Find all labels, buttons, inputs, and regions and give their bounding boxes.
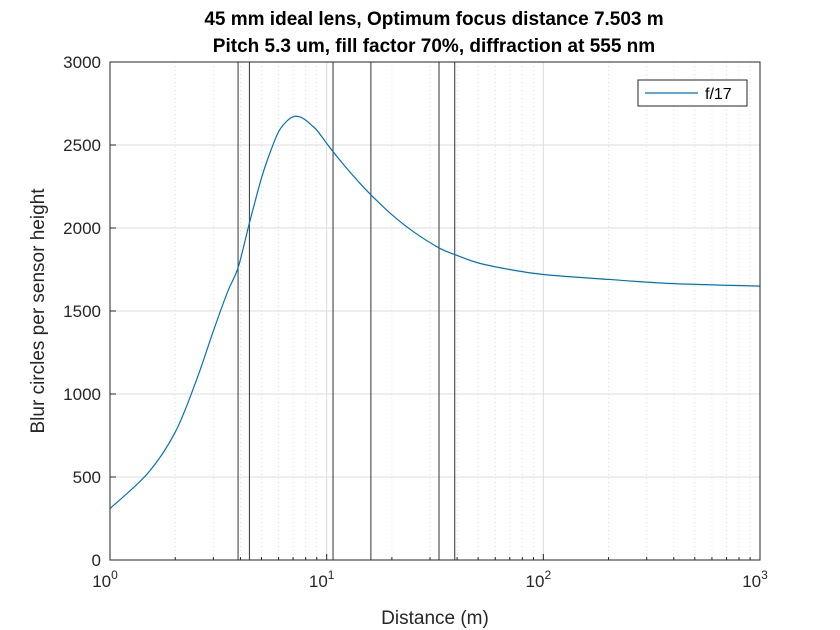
y-tick-label: 500 <box>73 468 101 487</box>
x-tick-label: 101 <box>309 568 335 591</box>
x-tick-label: 103 <box>742 568 768 591</box>
x-tick-label: 100 <box>92 568 118 591</box>
vertical-marker-lines <box>237 62 456 560</box>
series-layer <box>109 115 761 509</box>
y-tick-label: 2000 <box>63 219 101 238</box>
legend-label-f17: f/17 <box>705 86 732 103</box>
legend: f/17 <box>637 79 748 107</box>
x-axis-ticks: 100 101 102 103 <box>92 554 768 591</box>
x-axis-label: Distance (m) <box>381 608 489 629</box>
x-tick-label: 102 <box>526 568 552 591</box>
y-axis-label: Blur circles per sensor height <box>28 188 49 434</box>
y-tick-label: 2500 <box>63 136 101 155</box>
series-line-f17 <box>109 115 761 509</box>
y-tick-label: 0 <box>92 551 101 570</box>
chart-subtitle: Pitch 5.3 um, fill factor 70%, diffracti… <box>213 36 655 57</box>
y-tick-label: 3000 <box>63 53 101 72</box>
chart-title: 45 mm ideal lens, Optimum focus distance… <box>204 9 663 30</box>
y-tick-label: 1000 <box>63 385 101 404</box>
y-tick-label: 1500 <box>63 302 101 321</box>
y-axis-ticks: 0 500 1000 1500 2000 2500 3000 <box>63 53 116 570</box>
